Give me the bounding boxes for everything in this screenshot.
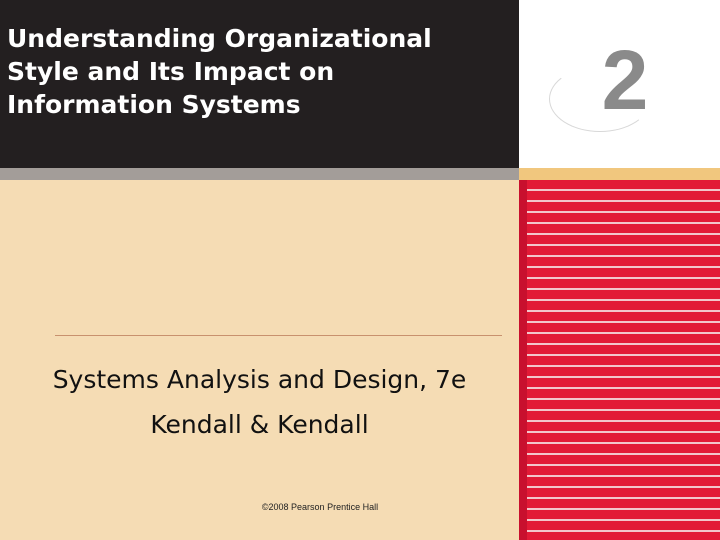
title-block: Understanding Organizational Style and I… (0, 0, 519, 168)
title-line-1: Understanding Organizational (7, 24, 432, 53)
book-title: Systems Analysis and Design, 7e (52, 365, 467, 394)
red-stripes-decoration (519, 180, 720, 540)
chapter-panel: 2 (519, 0, 720, 170)
right-column: 2 (519, 0, 720, 540)
body-panel (0, 180, 519, 540)
title-line-2: Style and Its Impact on (7, 57, 335, 86)
chapter-number: 2 (601, 33, 649, 127)
copyright-notice: ©2008 Pearson Prentice Hall (261, 502, 379, 512)
gold-band (519, 168, 720, 180)
title-line-3: Information Systems (7, 90, 301, 119)
slide-title: Understanding Organizational Style and I… (7, 22, 512, 121)
horizontal-rule (55, 335, 502, 336)
grey-divider (0, 168, 519, 180)
chapter-arc-decoration (549, 66, 651, 132)
book-authors: Kendall & Kendall (150, 410, 369, 439)
stripe-edge (519, 180, 527, 540)
